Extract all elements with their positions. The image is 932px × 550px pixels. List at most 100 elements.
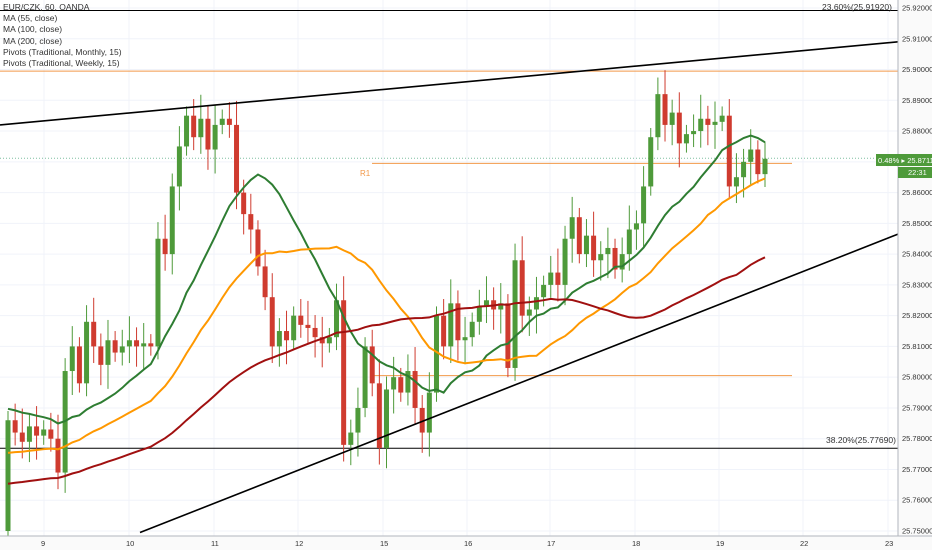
legend-pivots-monthly[interactable]: Pivots (Traditional, Monthly, 15) <box>3 46 122 57</box>
candle-body[interactable] <box>755 149 761 175</box>
candle-body[interactable] <box>5 420 11 531</box>
candle-body[interactable] <box>505 303 511 368</box>
candle-body[interactable] <box>248 214 254 230</box>
candle-body[interactable] <box>441 315 447 347</box>
candle-body[interactable] <box>105 340 111 365</box>
candle-body[interactable] <box>548 272 554 285</box>
ma55-line[interactable] <box>7 134 766 425</box>
candle-body[interactable] <box>55 438 61 473</box>
candle-body[interactable] <box>348 432 354 445</box>
candle-body[interactable] <box>691 131 697 135</box>
candle-body[interactable] <box>241 192 247 215</box>
candle-body[interactable] <box>683 134 689 144</box>
candle-body[interactable] <box>455 303 461 341</box>
candle-body[interactable] <box>762 158 768 175</box>
candle-body[interactable] <box>605 247 611 255</box>
candle-body[interactable] <box>169 186 175 255</box>
candle-body[interactable] <box>676 112 682 144</box>
candle-body[interactable] <box>448 303 454 347</box>
candle-body[interactable] <box>226 118 232 125</box>
candle-body[interactable] <box>741 161 747 178</box>
candle-body[interactable] <box>205 118 211 150</box>
candle-body[interactable] <box>134 340 140 347</box>
candle-body[interactable] <box>269 297 275 347</box>
candle-body[interactable] <box>284 331 290 341</box>
candle-body[interactable] <box>641 186 647 224</box>
candle-body[interactable] <box>155 238 161 347</box>
candle-body[interactable] <box>419 407 425 433</box>
candle-body[interactable] <box>369 346 375 384</box>
candle-body[interactable] <box>398 377 404 393</box>
candle-body[interactable] <box>262 266 268 298</box>
candle-body[interactable] <box>669 112 675 125</box>
candle-body[interactable] <box>405 371 411 393</box>
upper-trendline[interactable] <box>0 41 899 126</box>
candle-body[interactable] <box>362 346 368 408</box>
candle-body[interactable] <box>98 346 104 365</box>
candle-body[interactable] <box>612 247 618 270</box>
candle-body[interactable] <box>633 223 639 230</box>
candle-body[interactable] <box>84 321 90 384</box>
legend-ma200[interactable]: MA (200, close) <box>3 35 63 46</box>
candle-body[interactable] <box>619 254 625 270</box>
candle-body[interactable] <box>476 306 482 322</box>
candle-body[interactable] <box>583 235 589 255</box>
candle-body[interactable] <box>391 377 397 390</box>
candle-body[interactable] <box>26 426 32 442</box>
legend-pivots-weekly[interactable]: Pivots (Traditional, Weekly, 15) <box>3 58 120 69</box>
candle-body[interactable] <box>184 115 190 147</box>
candle-body[interactable] <box>276 331 282 347</box>
candle-body[interactable] <box>541 284 547 298</box>
candle-body[interactable] <box>191 115 197 138</box>
price-axis[interactable] <box>898 0 932 536</box>
candle-body[interactable] <box>41 429 47 436</box>
candle-body[interactable] <box>298 315 304 325</box>
candle-body[interactable] <box>726 115 732 187</box>
candle-body[interactable] <box>483 300 489 307</box>
candle-body[interactable] <box>48 429 54 439</box>
candle-body[interactable] <box>648 137 654 187</box>
candle-body[interactable] <box>255 229 261 267</box>
candle-body[interactable] <box>176 146 182 187</box>
candle-body[interactable] <box>334 300 340 338</box>
candle-body[interactable] <box>598 254 604 261</box>
candle-body[interactable] <box>719 115 725 122</box>
legend-ma100[interactable]: MA (100, close) <box>3 24 63 35</box>
candle-body[interactable] <box>69 346 75 372</box>
candle-body[interactable] <box>469 321 475 338</box>
trendlines[interactable] <box>0 41 899 534</box>
candle-body[interactable] <box>198 118 204 138</box>
candle-body[interactable] <box>19 432 25 442</box>
candle-body[interactable] <box>655 94 661 138</box>
candle-body[interactable] <box>119 346 125 353</box>
candle-body[interactable] <box>512 260 518 368</box>
candle-body[interactable] <box>576 217 582 255</box>
candle-body[interactable] <box>291 315 297 341</box>
candle-body[interactable] <box>141 343 147 347</box>
candle-body[interactable] <box>12 420 18 433</box>
candle-body[interactable] <box>498 303 504 310</box>
candle-body[interactable] <box>76 346 82 384</box>
candle-body[interactable] <box>162 238 168 255</box>
candle-body[interactable] <box>698 118 704 132</box>
candle-body[interactable] <box>341 300 347 445</box>
candle-body[interactable] <box>219 118 225 125</box>
legend-symbol[interactable]: EUR/CZK, 60, OANDA <box>3 2 90 12</box>
candle-body[interactable] <box>326 337 332 344</box>
candle-body[interactable] <box>433 315 439 393</box>
lower-trendline[interactable] <box>139 233 899 534</box>
legend-ma55[interactable]: MA (55, close) <box>3 13 58 24</box>
candle-body[interactable] <box>34 426 40 436</box>
candle-body[interactable] <box>662 94 668 125</box>
candle-body[interactable] <box>376 383 382 448</box>
candle-body[interactable] <box>569 217 575 239</box>
time-axis[interactable] <box>0 536 932 550</box>
candle-body[interactable] <box>212 124 218 150</box>
candle-body[interactable] <box>355 407 361 433</box>
candle-body[interactable] <box>148 343 154 347</box>
candle-body[interactable] <box>705 118 711 125</box>
candle-body[interactable] <box>519 260 525 316</box>
candle-body[interactable] <box>533 297 539 310</box>
candle-body[interactable] <box>555 272 561 285</box>
